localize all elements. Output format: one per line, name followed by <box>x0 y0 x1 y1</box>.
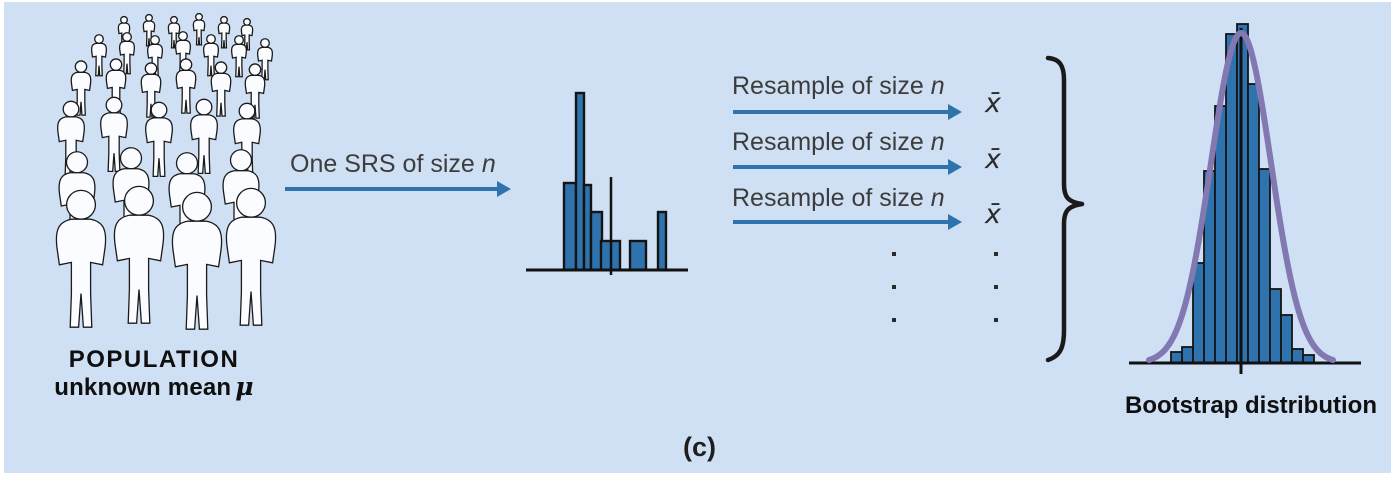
srs-arrow-head <box>497 181 511 197</box>
resample-label-var: n <box>930 128 945 156</box>
resample-result-1: x̄ <box>985 88 1001 119</box>
mu-symbol: μ <box>235 372 254 402</box>
ellipsis-dots-left <box>892 252 896 351</box>
population-subtitle: unknown mean μ <box>24 374 284 400</box>
gathering-brace-icon <box>1045 55 1085 363</box>
ellipsis-dot <box>892 318 896 322</box>
ellipsis-dot <box>892 252 896 256</box>
resample-result-3: x̄ <box>985 199 1001 230</box>
srs-label-var: n <box>481 150 496 178</box>
figure-panel: POPULATION unknown mean μ One SRS of size… <box>4 2 1391 473</box>
resample-arrow-2-icon <box>733 159 962 175</box>
ellipsis-dots-right <box>994 252 998 351</box>
resample-arrow-3-icon <box>733 214 962 230</box>
srs-arrow-icon <box>285 181 511 197</box>
population-subtitle-text: unknown mean <box>54 374 232 402</box>
srs-label-text: One SRS of size <box>290 150 475 178</box>
ellipsis-dot <box>892 285 896 289</box>
resample-row-3-label: Resample of size n <box>732 184 945 213</box>
resample-label-text: Resample of size <box>732 128 924 156</box>
resample-row-2-label: Resample of size n <box>732 128 945 157</box>
ellipsis-dot <box>994 318 998 322</box>
srs-arrow-label: One SRS of size n <box>290 150 496 179</box>
resample-label-text: Resample of size <box>732 72 924 100</box>
ellipsis-dot <box>994 252 998 256</box>
ellipsis-dot <box>994 285 998 289</box>
bootstrap-caption: Bootstrap distribution <box>1125 392 1377 419</box>
subfigure-label: (c) <box>683 432 716 462</box>
one-srs-sample-histogram <box>526 91 688 275</box>
resample-arrow-1-icon <box>733 104 962 120</box>
population-caption: POPULATION unknown mean μ <box>24 346 284 401</box>
resample-result-2: x̄ <box>985 144 1001 175</box>
population-title: POPULATION <box>68 346 240 373</box>
resample-label-var: n <box>930 184 945 212</box>
resample-row-1-label: Resample of size n <box>732 72 945 101</box>
population-crowd-illustration <box>54 13 278 331</box>
resample-label-var: n <box>930 72 945 100</box>
srs-arrow-shaft <box>285 187 497 191</box>
resample-label-text: Resample of size <box>732 184 924 212</box>
bootstrap-distribution-histogram <box>1129 23 1361 374</box>
